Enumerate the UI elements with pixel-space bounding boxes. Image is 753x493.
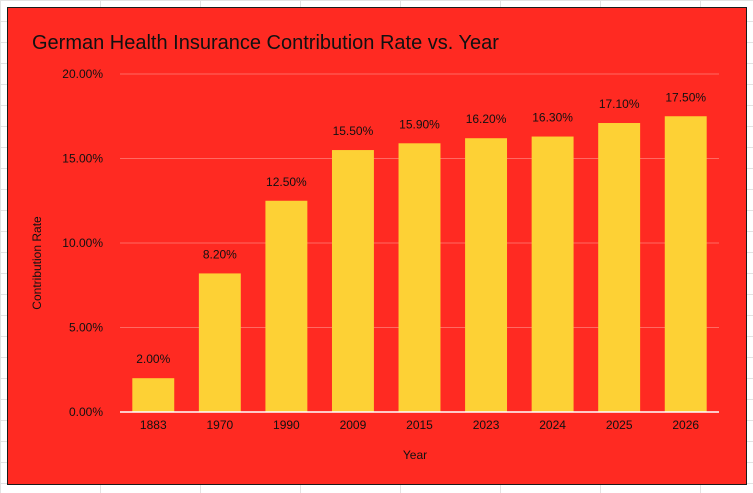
chart-title: German Health Insurance Contribution Rat…: [32, 32, 499, 54]
axes: 0.00% 5.00% 10.00% 15.00% 20.00% 1883 1970 1990…: [62, 67, 719, 432]
y-tick-label: 20.00%: [62, 67, 103, 81]
bar: [465, 138, 508, 412]
bar-data-label: 15.90%: [399, 117, 440, 131]
bar: [664, 116, 707, 412]
x-tick-label: 2009: [340, 418, 367, 432]
bar-data-label: 17.50%: [665, 90, 706, 104]
bar: [132, 378, 175, 412]
bar-data-label: 15.50%: [333, 124, 374, 138]
x-tick-label: 1883: [140, 418, 167, 432]
x-tick-label: 1990: [273, 418, 300, 432]
x-tick-label: 2026: [672, 418, 699, 432]
x-axis-title: Year: [403, 448, 427, 462]
bar-data-label: 16.20%: [466, 112, 507, 126]
y-axis-title: Contribution Rate: [30, 216, 44, 310]
x-tick-label: 2023: [473, 418, 500, 432]
y-tick-label: 10.00%: [62, 236, 103, 250]
bar: [531, 136, 574, 412]
bar: [398, 143, 441, 413]
data-labels: 2.00% 8.20% 12.50% 15.50% 15.90% 16.20% 16.30%…: [136, 90, 706, 366]
bar: [198, 273, 241, 412]
bar-chart: 0.00% 5.00% 10.00% 15.00% 20.00% 1883 1970 1990…: [30, 32, 719, 462]
bars: [132, 116, 707, 413]
bar: [265, 200, 308, 412]
bar-data-label: 16.30%: [532, 111, 573, 125]
bar-data-label: 8.20%: [203, 247, 237, 261]
x-tick-label: 2024: [539, 418, 566, 432]
y-tick-label: 5.00%: [69, 321, 103, 335]
x-tick-label: 1970: [206, 418, 233, 432]
bar: [331, 150, 374, 413]
bar-data-label: 17.10%: [599, 97, 640, 111]
y-tick-label: 0.00%: [69, 405, 103, 419]
x-tick-label: 2015: [406, 418, 433, 432]
bar: [598, 123, 641, 412]
y-tick-label: 15.00%: [62, 152, 103, 166]
bar-data-label: 2.00%: [136, 352, 170, 366]
bar-data-label: 12.50%: [266, 175, 307, 189]
x-tick-label: 2025: [606, 418, 633, 432]
chart-container[interactable]: 0.00% 5.00% 10.00% 15.00% 20.00% 1883 1970 1990…: [7, 7, 747, 485]
